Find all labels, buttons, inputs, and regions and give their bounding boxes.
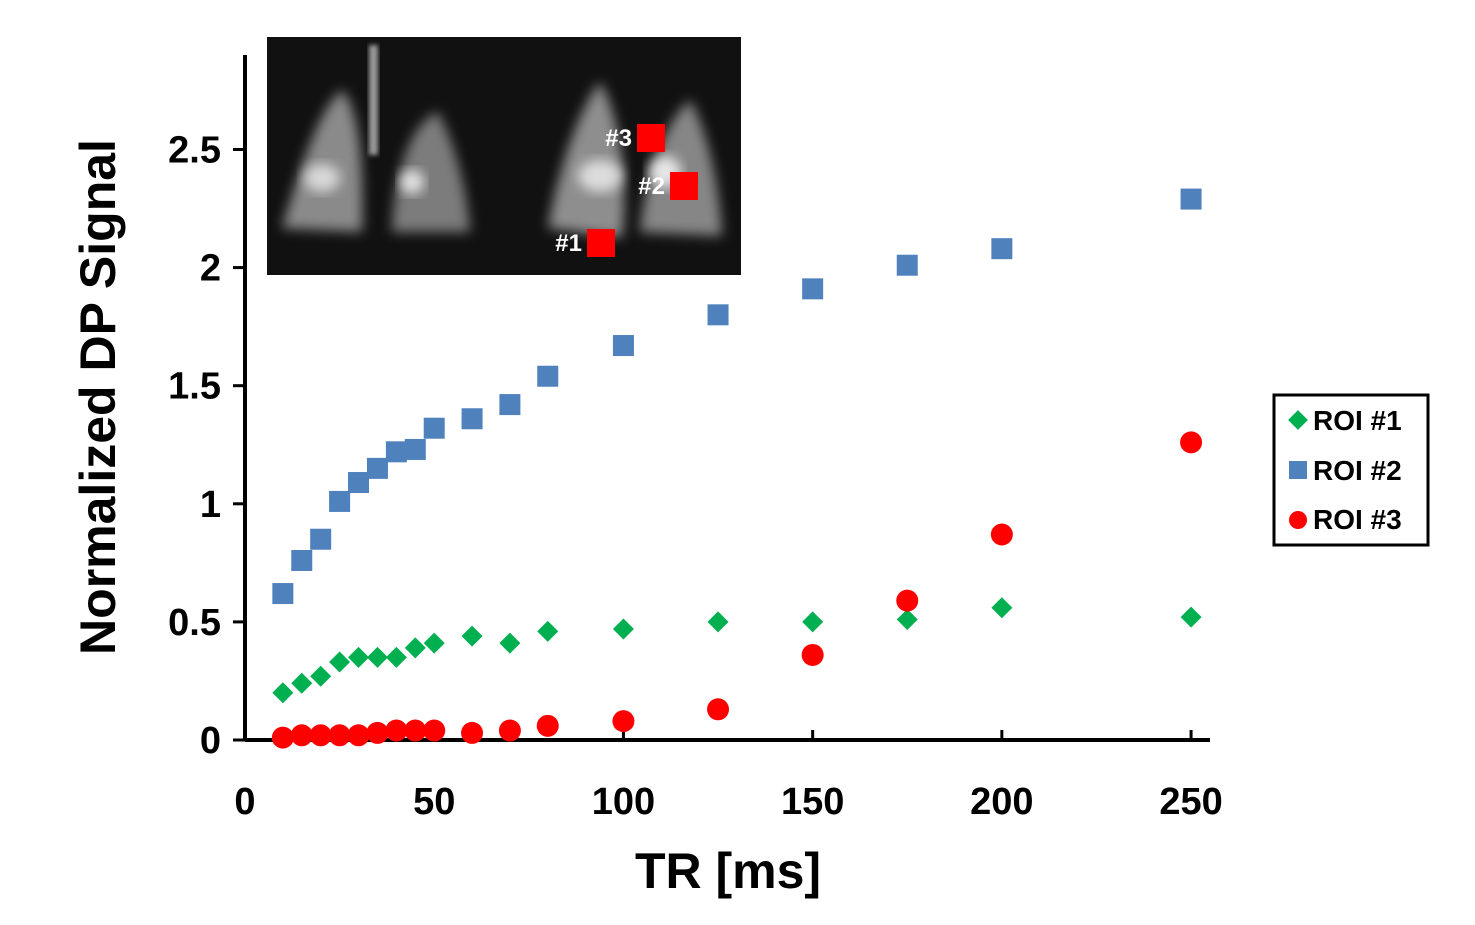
roi-2-marker <box>670 172 698 200</box>
data-point-roi-3 <box>461 721 484 744</box>
data-point-roi-1 <box>802 611 824 633</box>
data-point-roi-2 <box>461 408 483 430</box>
data-point-roi-3 <box>423 719 446 742</box>
data-point-roi-3 <box>271 726 294 749</box>
data-point-roi-2 <box>423 417 445 439</box>
data-point-roi-1 <box>991 597 1013 619</box>
legend-marker-roi-2 <box>1289 461 1307 479</box>
x-tick-label: 200 <box>970 781 1033 823</box>
data-point-roi-3 <box>404 719 427 742</box>
data-point-roi-2 <box>896 254 918 276</box>
data-point-roi-1 <box>310 665 332 687</box>
data-point-roi-2 <box>348 472 370 494</box>
data-point-roi-1 <box>348 646 370 668</box>
x-tick-label: 100 <box>592 781 655 823</box>
data-point-roi-3 <box>366 721 389 744</box>
inset-lung-left-a <box>282 90 363 232</box>
data-point-roi-1 <box>612 618 634 640</box>
data-point-roi-1 <box>499 632 521 654</box>
y-tick-label: 2.5 <box>168 129 221 171</box>
inset-lung-right-a <box>548 82 625 238</box>
inset-lung-left-b <box>392 112 470 232</box>
roi-1-label: #1 <box>555 230 582 257</box>
y-tick-label: 0 <box>200 720 221 762</box>
data-point-roi-2 <box>991 238 1013 260</box>
y-ticks: 0 0.5 1 1.5 2 2.5 <box>168 129 245 762</box>
data-point-roi-2 <box>272 583 294 605</box>
x-ticks: 0 50 100 150 200 250 <box>234 730 1223 823</box>
inset-bright-spot-c <box>578 160 622 192</box>
data-point-roi-2 <box>291 549 313 571</box>
data-point-roi-1 <box>461 625 483 647</box>
legend-label-roi-1: ROI #1 <box>1313 405 1402 436</box>
data-point-roi-3 <box>290 724 313 747</box>
axes <box>243 55 1210 742</box>
inset-bright-spot-b <box>400 170 424 194</box>
data-point-roi-2 <box>537 365 559 387</box>
series-roi-1 <box>272 597 1202 704</box>
data-point-roi-3 <box>1180 431 1203 454</box>
y-tick-label: 1.5 <box>168 366 221 408</box>
data-point-roi-3 <box>328 724 351 747</box>
x-tick-label: 50 <box>413 781 455 823</box>
data-point-roi-2 <box>329 490 351 512</box>
series-layer <box>271 188 1203 749</box>
data-point-roi-2 <box>707 304 729 326</box>
data-point-roi-2 <box>499 394 521 416</box>
data-point-roi-2 <box>385 441 407 463</box>
data-point-roi-1 <box>537 620 559 642</box>
roi-1-marker <box>587 229 615 257</box>
roi-3-label: #3 <box>605 125 632 152</box>
lung-mri-inset: #1 #2 #3 <box>267 37 741 275</box>
data-point-roi-1 <box>896 609 918 631</box>
data-point-roi-1 <box>707 611 729 633</box>
legend-marker-roi-1 <box>1288 410 1308 430</box>
data-point-roi-1 <box>272 682 294 704</box>
data-point-roi-3 <box>707 698 730 721</box>
x-tick-label: 0 <box>234 781 255 823</box>
series-roi-2 <box>272 188 1202 605</box>
data-point-roi-1 <box>385 646 407 668</box>
data-point-roi-3 <box>612 710 635 733</box>
x-axis-title: TR [ms] <box>635 843 821 899</box>
data-point-roi-2 <box>802 278 824 300</box>
data-point-roi-3 <box>309 724 332 747</box>
legend-marker-roi-3 <box>1289 511 1307 529</box>
inset-bright-spot-a <box>304 164 340 192</box>
y-axis-title: Normalized DP Signal <box>70 139 126 655</box>
data-point-roi-2 <box>1180 188 1202 210</box>
x-tick-label: 250 <box>1159 781 1222 823</box>
y-tick-label: 2 <box>200 248 221 290</box>
data-point-roi-1 <box>329 651 351 673</box>
data-point-roi-3 <box>347 724 370 747</box>
data-point-roi-1 <box>291 672 313 694</box>
data-point-roi-1 <box>366 646 388 668</box>
data-point-roi-1 <box>404 637 426 659</box>
data-point-roi-2 <box>404 438 426 460</box>
data-point-roi-3 <box>896 589 919 612</box>
roi-3-marker <box>637 124 665 152</box>
data-point-roi-2 <box>310 528 332 550</box>
x-tick-label: 150 <box>781 781 844 823</box>
inset-trachea <box>369 45 378 155</box>
data-point-roi-3 <box>990 523 1013 546</box>
data-point-roi-3 <box>498 719 521 742</box>
inset-lung-right-b <box>640 100 722 236</box>
data-point-roi-3 <box>385 719 408 742</box>
data-point-roi-2 <box>612 335 634 357</box>
data-point-roi-3 <box>536 714 559 737</box>
series-roi-3 <box>271 431 1203 749</box>
data-point-roi-2 <box>366 457 388 479</box>
legend-label-roi-3: ROI #3 <box>1313 504 1402 535</box>
y-tick-label: 1 <box>200 484 221 526</box>
legend: ROI #1 ROI #2 ROI #3 <box>1272 393 1430 547</box>
data-point-roi-3 <box>801 643 824 666</box>
legend-label-roi-2: ROI #2 <box>1313 455 1402 486</box>
y-tick-label: 0.5 <box>168 602 221 644</box>
data-point-roi-1 <box>1180 606 1202 628</box>
roi-2-label: #2 <box>638 173 665 200</box>
data-point-roi-1 <box>423 632 445 654</box>
